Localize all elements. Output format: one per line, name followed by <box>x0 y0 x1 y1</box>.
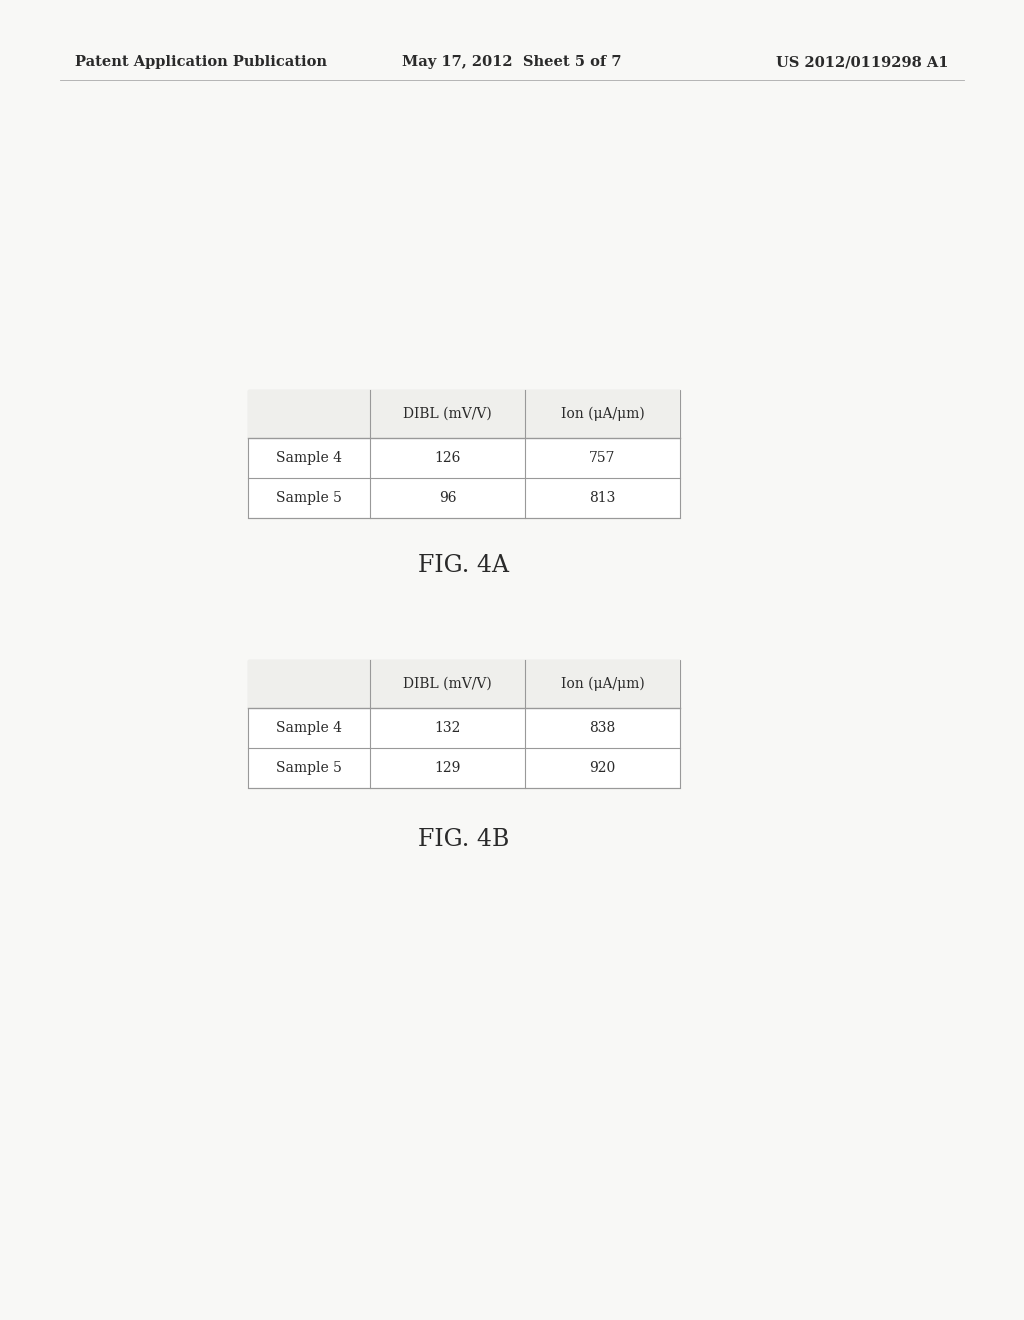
Text: FIG. 4A: FIG. 4A <box>419 553 510 577</box>
Text: US 2012/0119298 A1: US 2012/0119298 A1 <box>776 55 949 69</box>
Bar <box>248 389 680 438</box>
Text: FIG. 4B: FIG. 4B <box>419 829 510 851</box>
Bar <box>248 660 680 708</box>
Text: 757: 757 <box>589 451 615 465</box>
Text: Patent Application Publication: Patent Application Publication <box>75 55 327 69</box>
Text: 920: 920 <box>590 762 615 775</box>
Text: Sample 4: Sample 4 <box>276 451 342 465</box>
Text: Sample 5: Sample 5 <box>276 762 342 775</box>
Text: Sample 5: Sample 5 <box>276 491 342 506</box>
Text: 126: 126 <box>434 451 461 465</box>
Text: 96: 96 <box>438 491 457 506</box>
Text: May 17, 2012  Sheet 5 of 7: May 17, 2012 Sheet 5 of 7 <box>402 55 622 69</box>
Bar <box>248 660 680 788</box>
Text: DIBL (mV/V): DIBL (mV/V) <box>403 407 492 421</box>
Text: 813: 813 <box>590 491 615 506</box>
Text: 129: 129 <box>434 762 461 775</box>
Text: DIBL (mV/V): DIBL (mV/V) <box>403 677 492 690</box>
Text: Sample 4: Sample 4 <box>276 721 342 735</box>
Text: 132: 132 <box>434 721 461 735</box>
Text: 838: 838 <box>590 721 615 735</box>
Text: Ion (μA/μm): Ion (μA/μm) <box>560 407 644 421</box>
Bar <box>248 389 680 517</box>
Text: Ion (μA/μm): Ion (μA/μm) <box>560 677 644 692</box>
